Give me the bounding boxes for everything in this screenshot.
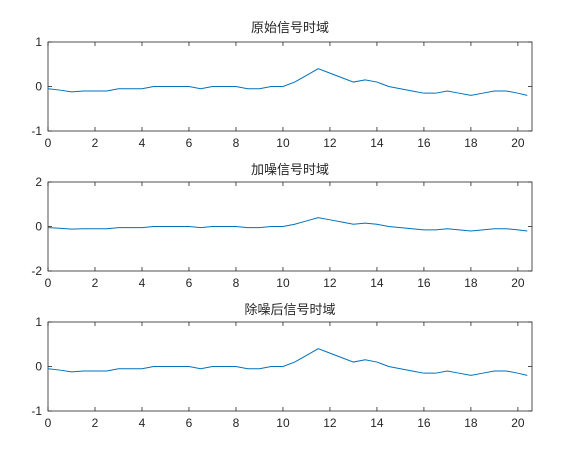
subplot-1: 原始信号时域 0 2 4 6 8 10 12 14 16 18 20-101 <box>31 21 533 150</box>
subplot-2-plot-area: 0 2 4 6 8 10 12 14 16 18 20-202 <box>31 175 533 290</box>
subplot-2: 加噪信号时域 0 2 4 6 8 10 12 14 16 18 20-202 <box>31 163 533 290</box>
x-tick-label: 14 <box>370 416 384 430</box>
x-tick-label: 4 <box>139 136 146 150</box>
x-tick-label: 20 <box>511 136 525 150</box>
x-tick-label: 16 <box>417 136 431 150</box>
x-tick-label: 2 <box>92 136 99 150</box>
y-tick-label: -2 <box>31 264 42 278</box>
x-tick-label: 18 <box>464 416 478 430</box>
x-tick-label: 12 <box>323 416 337 430</box>
y-tick-label: -1 <box>31 124 42 138</box>
x-tick-label: 10 <box>276 276 290 290</box>
subplot-2-title: 加噪信号时域 <box>251 163 329 178</box>
axes-box <box>47 41 533 132</box>
x-tick-label: 14 <box>370 276 384 290</box>
x-tick-label: 12 <box>323 276 337 290</box>
x-tick-label: 4 <box>139 416 146 430</box>
x-tick-label: 6 <box>186 136 193 150</box>
x-tick-label: 20 <box>511 416 525 430</box>
x-tick-label: 6 <box>186 276 193 290</box>
subplot-1-plot-area: 0 2 4 6 8 10 12 14 16 18 20-101 <box>31 35 533 150</box>
axes-box <box>47 321 533 412</box>
x-tick-label: 8 <box>233 416 240 430</box>
x-tick-label: 14 <box>370 136 384 150</box>
x-tick-label: 8 <box>233 276 240 290</box>
x-tick-label: 18 <box>464 276 478 290</box>
subplot-3-plot-area: 0 2 4 6 8 10 12 14 16 18 20-101 <box>31 315 533 430</box>
subplot-3-title: 除噪后信号时域 <box>244 303 335 318</box>
subplot-1-title: 原始信号时域 <box>251 21 329 36</box>
x-tick-label: 10 <box>276 416 290 430</box>
x-tick-label: 6 <box>186 416 193 430</box>
x-tick-label: 0 <box>45 416 52 430</box>
x-tick-label: 0 <box>45 136 52 150</box>
y-tick-label: 0 <box>35 80 42 94</box>
x-tick-label: 8 <box>233 136 240 150</box>
y-tick-label: 0 <box>35 220 42 234</box>
x-tick-label: 20 <box>511 276 525 290</box>
x-tick-label: 0 <box>45 276 52 290</box>
y-tick-label: 1 <box>35 35 42 49</box>
x-tick-label: 4 <box>139 276 146 290</box>
y-tick-label: 1 <box>35 315 42 329</box>
signal-line <box>48 217 528 232</box>
signal-line <box>48 348 528 376</box>
x-tick-label: 12 <box>323 136 337 150</box>
x-tick-label: 16 <box>417 276 431 290</box>
x-tick-label: 2 <box>92 416 99 430</box>
x-tick-label: 18 <box>464 136 478 150</box>
x-tick-label: 2 <box>92 276 99 290</box>
y-tick-label: -1 <box>31 404 42 418</box>
axes-box <box>47 181 533 272</box>
signal-line <box>48 68 528 96</box>
y-tick-label: 2 <box>35 175 42 189</box>
x-tick-label: 10 <box>276 136 290 150</box>
x-tick-label: 16 <box>417 416 431 430</box>
subplot-3: 除噪后信号时域 0 2 4 6 8 10 12 14 16 18 20-101 <box>31 303 533 430</box>
y-tick-label: 0 <box>35 360 42 374</box>
